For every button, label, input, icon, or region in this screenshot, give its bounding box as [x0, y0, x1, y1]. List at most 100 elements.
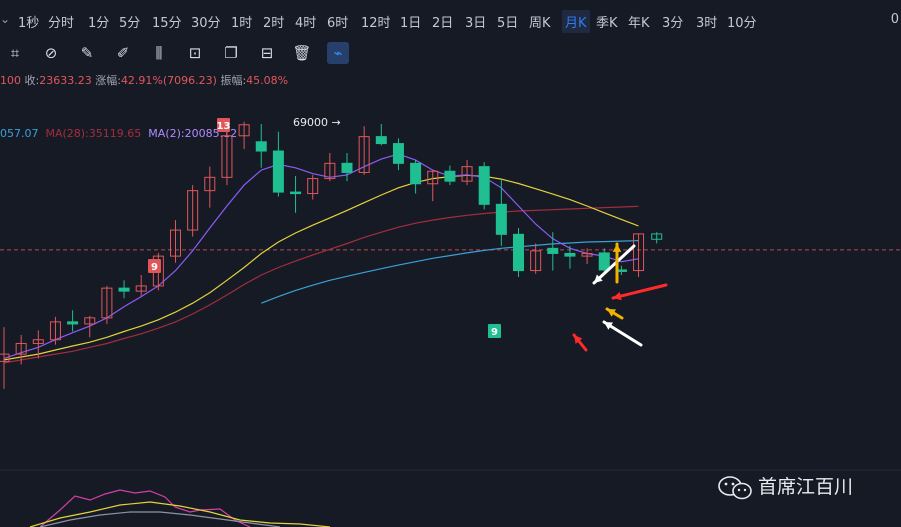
lock-icon[interactable]: ⊡ [188, 44, 202, 62]
tab-timeframe-18[interactable]: 年K [628, 16, 650, 31]
orange-arrow-up-head [612, 244, 622, 252]
tab-timeframe-13[interactable]: 3日 [465, 16, 487, 31]
ma-legend-2: MA(28):35119.65 [45, 127, 142, 140]
candle-body [255, 141, 267, 152]
candle-body [32, 339, 44, 344]
tab-timeframe-3[interactable]: 5分 [119, 16, 141, 31]
candle-body [581, 252, 593, 257]
candle-body [598, 252, 610, 271]
white-arrow-upper [592, 244, 636, 285]
tab-timeframe-4[interactable]: 15分 [152, 16, 182, 31]
candle-body [410, 162, 422, 185]
candle-body [358, 136, 370, 173]
chevron-down-icon[interactable]: ⌄ [0, 12, 11, 26]
ma-legend-1: 057.07 [0, 127, 39, 140]
tab-timeframe-11[interactable]: 1日 [400, 16, 422, 31]
ruler-icon[interactable]: ⌗ [10, 44, 20, 62]
candle-body [15, 342, 27, 355]
candle-body [341, 162, 353, 173]
stat-prefix: 100 [0, 74, 21, 87]
timeframe-bar: ⌄ 1秒 分时 1分 5分 15分 30分 1时 2时 4时 6时 12时 1日 2日 3日 5日 周K 月K 季… [0, 0, 901, 40]
ma-red-line [3, 205, 639, 364]
high-marker-label: 69000 → [293, 116, 341, 129]
indicator-line-yellow [29, 501, 331, 527]
tab-timeframe-14[interactable]: 5日 [497, 16, 519, 31]
close-label: 收: [24, 74, 40, 87]
amplitude-value: 45.08% [246, 74, 289, 87]
td-count-9-green-bg [488, 324, 501, 338]
right-edge-label: 0 [890, 12, 899, 27]
tab-timeframe-7[interactable]: 2时 [263, 16, 285, 31]
candle-body [187, 190, 199, 231]
td-count-9-red: 9 [151, 262, 158, 273]
td-count-13-bg [217, 118, 230, 132]
candle-body [0, 353, 10, 362]
indicator-line-pink [39, 489, 251, 527]
tab-timeframe-8[interactable]: 4时 [295, 16, 317, 31]
tab-timeframe-19[interactable]: 3分 [662, 16, 684, 31]
close-value: 23633.23 [39, 74, 92, 87]
white-arrow-upper-head [594, 274, 603, 283]
candle-body [67, 321, 79, 325]
candles-icon[interactable]: ⫼ [155, 44, 163, 62]
next-candle-body [651, 233, 663, 240]
td-count-13: 13 [217, 121, 231, 132]
red-arrow-right-head [613, 291, 622, 301]
red-arrow-bottom-head [574, 335, 583, 344]
candle-body [478, 166, 490, 205]
tab-timeframe-5[interactable]: 30分 [191, 16, 221, 31]
candle-body [84, 317, 96, 325]
white-arrow-lower-head [604, 322, 613, 330]
wechat-icon [718, 476, 752, 500]
tab-timeframe-20[interactable]: 3时 [696, 16, 718, 31]
tab-timeframe-9[interactable]: 6时 [327, 16, 349, 31]
change-label: 涨幅: [95, 74, 121, 87]
orange-arrow-down-head [607, 309, 616, 317]
ma-purple-line [3, 153, 639, 359]
tab-timeframe-1[interactable]: 分时 [48, 16, 75, 31]
candle-body [633, 233, 645, 272]
copy-icon[interactable]: ❐ [224, 44, 238, 62]
candle-body [461, 166, 473, 182]
candle-body [49, 321, 61, 341]
edit-icon[interactable]: ⊟ [260, 44, 274, 62]
tab-timeframe-0[interactable]: 1秒 [18, 16, 40, 31]
magnet-icon[interactable]: ⌁ [327, 42, 349, 64]
change-value: 42.91%(7096.23) [120, 74, 217, 87]
tab-timeframe-6[interactable]: 1时 [231, 16, 253, 31]
candle-body [392, 143, 404, 164]
candle-body [495, 203, 507, 235]
red-arrow-right [611, 283, 668, 300]
candle-body [135, 285, 147, 292]
candle-body [530, 250, 542, 272]
measure-icon[interactable]: ⊘ [44, 44, 58, 62]
tab-timeframe-10[interactable]: 12时 [361, 16, 391, 31]
td-count-9-red-bg [148, 259, 161, 273]
tab-timeframe-16[interactable]: 月K [562, 10, 590, 33]
amplitude-label: 振幅: [220, 74, 247, 87]
tab-timeframe-17[interactable]: 季K [596, 16, 618, 31]
ma-blue-line [261, 240, 639, 304]
candle-body [375, 136, 387, 145]
candle-body [221, 135, 233, 178]
candle-body [101, 287, 113, 319]
brush-icon[interactable]: ✐ [116, 44, 130, 62]
candle-body [324, 162, 336, 180]
tab-timeframe-21[interactable]: 10分 [727, 16, 757, 31]
pencil-icon[interactable]: ✎ [80, 44, 94, 62]
tab-timeframe-15[interactable]: 周K [529, 16, 551, 31]
candle-body [272, 150, 284, 193]
ma-legend-3: MA(2):20085.12 [148, 127, 238, 140]
candle-body [564, 252, 576, 257]
ma-yellow-line [3, 174, 639, 361]
candle-body [118, 287, 130, 292]
candle-body [238, 124, 250, 137]
td-count-9-green: 9 [491, 327, 498, 338]
tab-timeframe-2[interactable]: 1分 [88, 16, 110, 31]
tab-timeframe-12[interactable]: 2日 [432, 16, 454, 31]
trash-icon[interactable]: 🗑 [292, 44, 312, 62]
candle-body [513, 233, 524, 272]
candle-body [170, 229, 181, 257]
candle-body [204, 176, 216, 192]
